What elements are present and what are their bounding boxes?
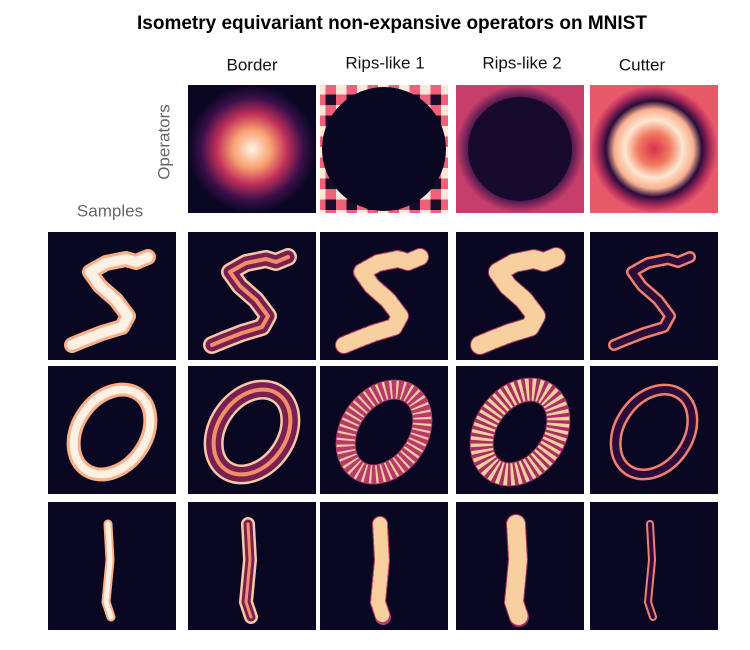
operator-images xyxy=(188,85,718,213)
column-label: Cutter xyxy=(619,55,666,74)
column-label: Rips-like 1 xyxy=(345,53,424,72)
column-label: Border xyxy=(226,55,277,74)
sample-images xyxy=(48,232,718,630)
title: Isometry equivariant non-expansive opera… xyxy=(137,13,647,34)
row-label: Samples xyxy=(77,201,143,220)
column-label: Rips-like 2 xyxy=(482,53,561,72)
row-label: Operators xyxy=(154,104,173,180)
